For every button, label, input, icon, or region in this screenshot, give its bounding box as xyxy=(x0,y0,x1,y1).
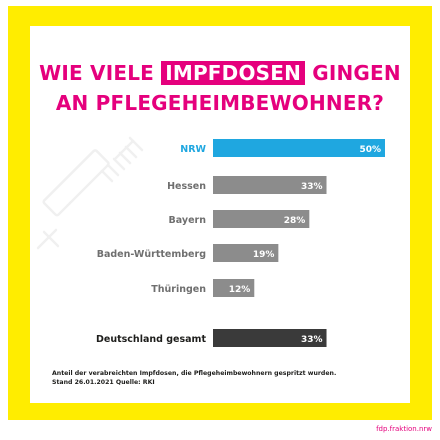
title-line1-before: WIE VIELE xyxy=(39,61,162,85)
title-highlight: IMPFDOSEN xyxy=(161,61,306,85)
bar xyxy=(213,176,327,194)
chart-card: WIE VIELE IMPFDOSEN GINGEN AN PFLEGEHEIM… xyxy=(30,26,410,403)
category-label: NRW xyxy=(180,144,206,155)
bar xyxy=(213,279,255,297)
bar xyxy=(213,139,385,157)
chart-title: WIE VIELE IMPFDOSEN GINGEN AN PFLEGEHEIM… xyxy=(30,58,410,118)
bar xyxy=(213,210,310,228)
value-label: 19% xyxy=(253,250,275,260)
source-link[interactable]: fdp.fraktion.nrw xyxy=(376,425,432,433)
bars-group: NRW 50% Hessen 33% Bayern 28% Baden-Württember… xyxy=(96,139,385,347)
value-label: 28% xyxy=(284,216,306,226)
value-label: 33% xyxy=(301,335,323,345)
footnote-line-2: Stand 26.01.2021 Quelle: RKI xyxy=(52,379,155,386)
value-label: 50% xyxy=(359,145,381,155)
title-line1-after: GINGEN xyxy=(305,61,401,85)
value-label: 12% xyxy=(229,285,251,295)
bar xyxy=(213,244,279,262)
title-line-1: WIE VIELE IMPFDOSEN GINGEN xyxy=(30,58,410,88)
value-label: 33% xyxy=(301,182,323,192)
title-line-2: AN PFLEGEHEIMBEWOHNER? xyxy=(55,91,385,115)
bar xyxy=(213,329,327,347)
footnote: Anteil der verabreichten Impfdosen, die … xyxy=(52,369,412,387)
bar-chart: NRW 50% Hessen 33% Bayern 28% Baden-Württember… xyxy=(36,136,385,347)
category-label: Deutschland gesamt xyxy=(96,334,206,345)
footnote-line-1: Anteil der verabreichten Impfdosen, die … xyxy=(52,370,337,377)
category-label: Bayern xyxy=(169,215,207,226)
category-label: Thüringen xyxy=(151,284,206,295)
category-label: Hessen xyxy=(167,181,206,192)
category-label: Baden-Württemberg xyxy=(97,249,206,260)
syringe-icon xyxy=(36,136,144,250)
